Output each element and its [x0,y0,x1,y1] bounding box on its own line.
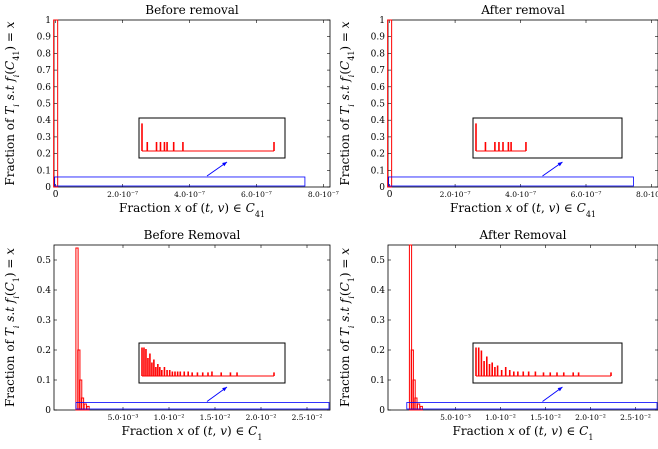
bar [53,19,59,188]
bar [419,405,423,411]
x-tick-label: 5.0·10⁻³ [108,413,139,422]
zoom-region [388,176,634,187]
y-axis-label: Fraction of Ti s.t fi(C41) = x [338,21,356,185]
chart-title: Before Removal [144,228,241,242]
zoom-region [406,402,658,410]
x-axis-label: Fraction x of (t, v) ∈ C1 [453,424,594,442]
y-tick-label: 0.3 [37,316,52,326]
y-tick-label: 0.2 [37,346,51,356]
x-tick-label: 2.0·10⁻⁷ [107,190,138,199]
y-tick-label: 0.9 [371,33,386,43]
zoom-region [54,176,306,187]
y-axis-label: Fraction of Ti s.t fi(C41) = x [3,21,21,185]
x-tick-label: 1.5·10⁻² [530,413,561,422]
x-tick-label: 6.0·10⁻⁷ [571,190,602,199]
y-tick-label: 0.1 [371,376,385,386]
x-tick-label: 8.0·10⁻⁷ [636,190,658,199]
x-tick-label: 2.5·10⁻² [620,413,651,422]
y-tick-label: 0.9 [37,33,52,43]
x-axis-label: Fraction x of (t, v) ∈ C1 [122,424,263,442]
x-tick-label: 4.0·10⁻⁷ [505,190,536,199]
chart-panel-1: Before removal 0 0.1 0.2 0.3 0.4 0.5 0.6 0.7 0.8 0… [3,3,339,219]
zoom-arrow-head [557,387,563,392]
bar [408,244,413,411]
x-tick-label: 2.0·10⁻⁷ [440,190,471,199]
y-tick-label: 0.2 [371,150,385,160]
y-tick-label: 0.3 [371,133,386,143]
y-tick-label: 1 [379,16,385,26]
plot-frame [53,244,331,411]
inset-frame [472,117,623,159]
y-tick-label: 1 [45,16,51,26]
x-tick-label: 2.0·10⁻² [575,413,606,422]
y-tick-label: 0.8 [371,49,386,59]
y-tick-label: 0.6 [371,83,386,93]
y-tick-label: 0.2 [371,346,385,356]
zoom-arrow-head [222,387,227,392]
chart-panel-3: Before Removal 0 0.1 0.2 0.3 0.4 0.5 5.0·10⁻³ 1.… [3,228,331,442]
y-tick-label: 0.5 [37,256,52,266]
y-tick-label: 0.7 [37,66,52,76]
y-tick-label: 0.1 [371,166,385,176]
bar [412,379,416,411]
y-tick-label: 0.3 [37,133,52,143]
chart-title: Before removal [145,3,239,17]
y-tick-label: 0.4 [371,286,386,296]
x-tick-label: 6.0·10⁻⁷ [241,190,272,199]
y-tick-label: 0.4 [371,116,386,126]
y-axis-label: Fraction of Ti s.t fi(C1) = x [3,248,21,407]
y-tick-label: 0.2 [37,150,51,160]
chart-panel-4: After Removal 0 0.1 0.2 0.3 0.4 0.5 5.0·10⁻³ 1.0… [338,228,658,442]
bar [83,403,87,411]
x-tick-label: 8.0·10⁻⁷ [308,190,339,199]
chart-title: After Removal [479,228,567,242]
y-tick-label: 0.5 [371,256,386,266]
y-tick-label: 0 [379,406,385,416]
x-tick-label: 1.5·10⁻² [200,413,231,422]
chart-title: After removal [480,3,565,17]
y-tick-label: 0.5 [37,100,52,110]
bar [80,397,85,411]
bar [86,405,90,411]
zoom-arrow-head [222,162,227,167]
x-tick-label: 1.0·10⁻² [485,413,516,422]
inset-frame [472,342,623,384]
x-axis-label: Fraction x of (t, v) ∈ C41 [450,201,596,219]
y-tick-label: 0.8 [37,49,52,59]
y-axis-label: Fraction of Ti s.t fi(C1) = x [338,248,356,407]
bar [75,247,79,411]
y-tick-label: 0.5 [371,100,386,110]
x-axis-label: Fraction x of (t, v) ∈ C41 [119,201,265,219]
chart-panel-2: After removal 0 0.1 0.2 0.3 0.4 0.5 0.6 0.7 0.8 0.… [338,3,658,219]
inset-frame [138,342,286,384]
y-tick-label: 0.1 [37,376,51,386]
plot-frame [387,19,658,188]
bar [417,403,421,411]
bar [387,19,393,188]
zoom-arrow-head [557,162,563,167]
plot-frame [53,19,331,188]
y-tick-label: 0.6 [37,83,52,93]
y-tick-label: 0 [379,183,385,193]
x-tick-label: 1.0·10⁻² [154,413,185,422]
y-tick-label: 0 [45,406,51,416]
x-tick-label: 0 [387,190,393,200]
x-tick-label: 2.0·10⁻² [246,413,277,422]
y-tick-label: 0.4 [37,116,52,126]
y-tick-label: 0.1 [37,166,51,176]
bar [414,397,418,411]
zoom-region [75,402,330,410]
y-tick-label: 0.4 [37,286,52,296]
x-tick-label: 5.0·10⁻³ [440,413,471,422]
y-tick-label: 0.3 [371,316,386,326]
x-tick-label: 0 [53,190,59,200]
bar [79,379,83,411]
inset-frame [138,117,286,159]
y-tick-label: 0.7 [371,66,386,76]
x-tick-label: 2.5·10⁻² [292,413,323,422]
x-tick-label: 4.0·10⁻⁷ [174,190,205,199]
y-tick-label: 0 [45,183,51,193]
plot-frame [387,244,658,411]
